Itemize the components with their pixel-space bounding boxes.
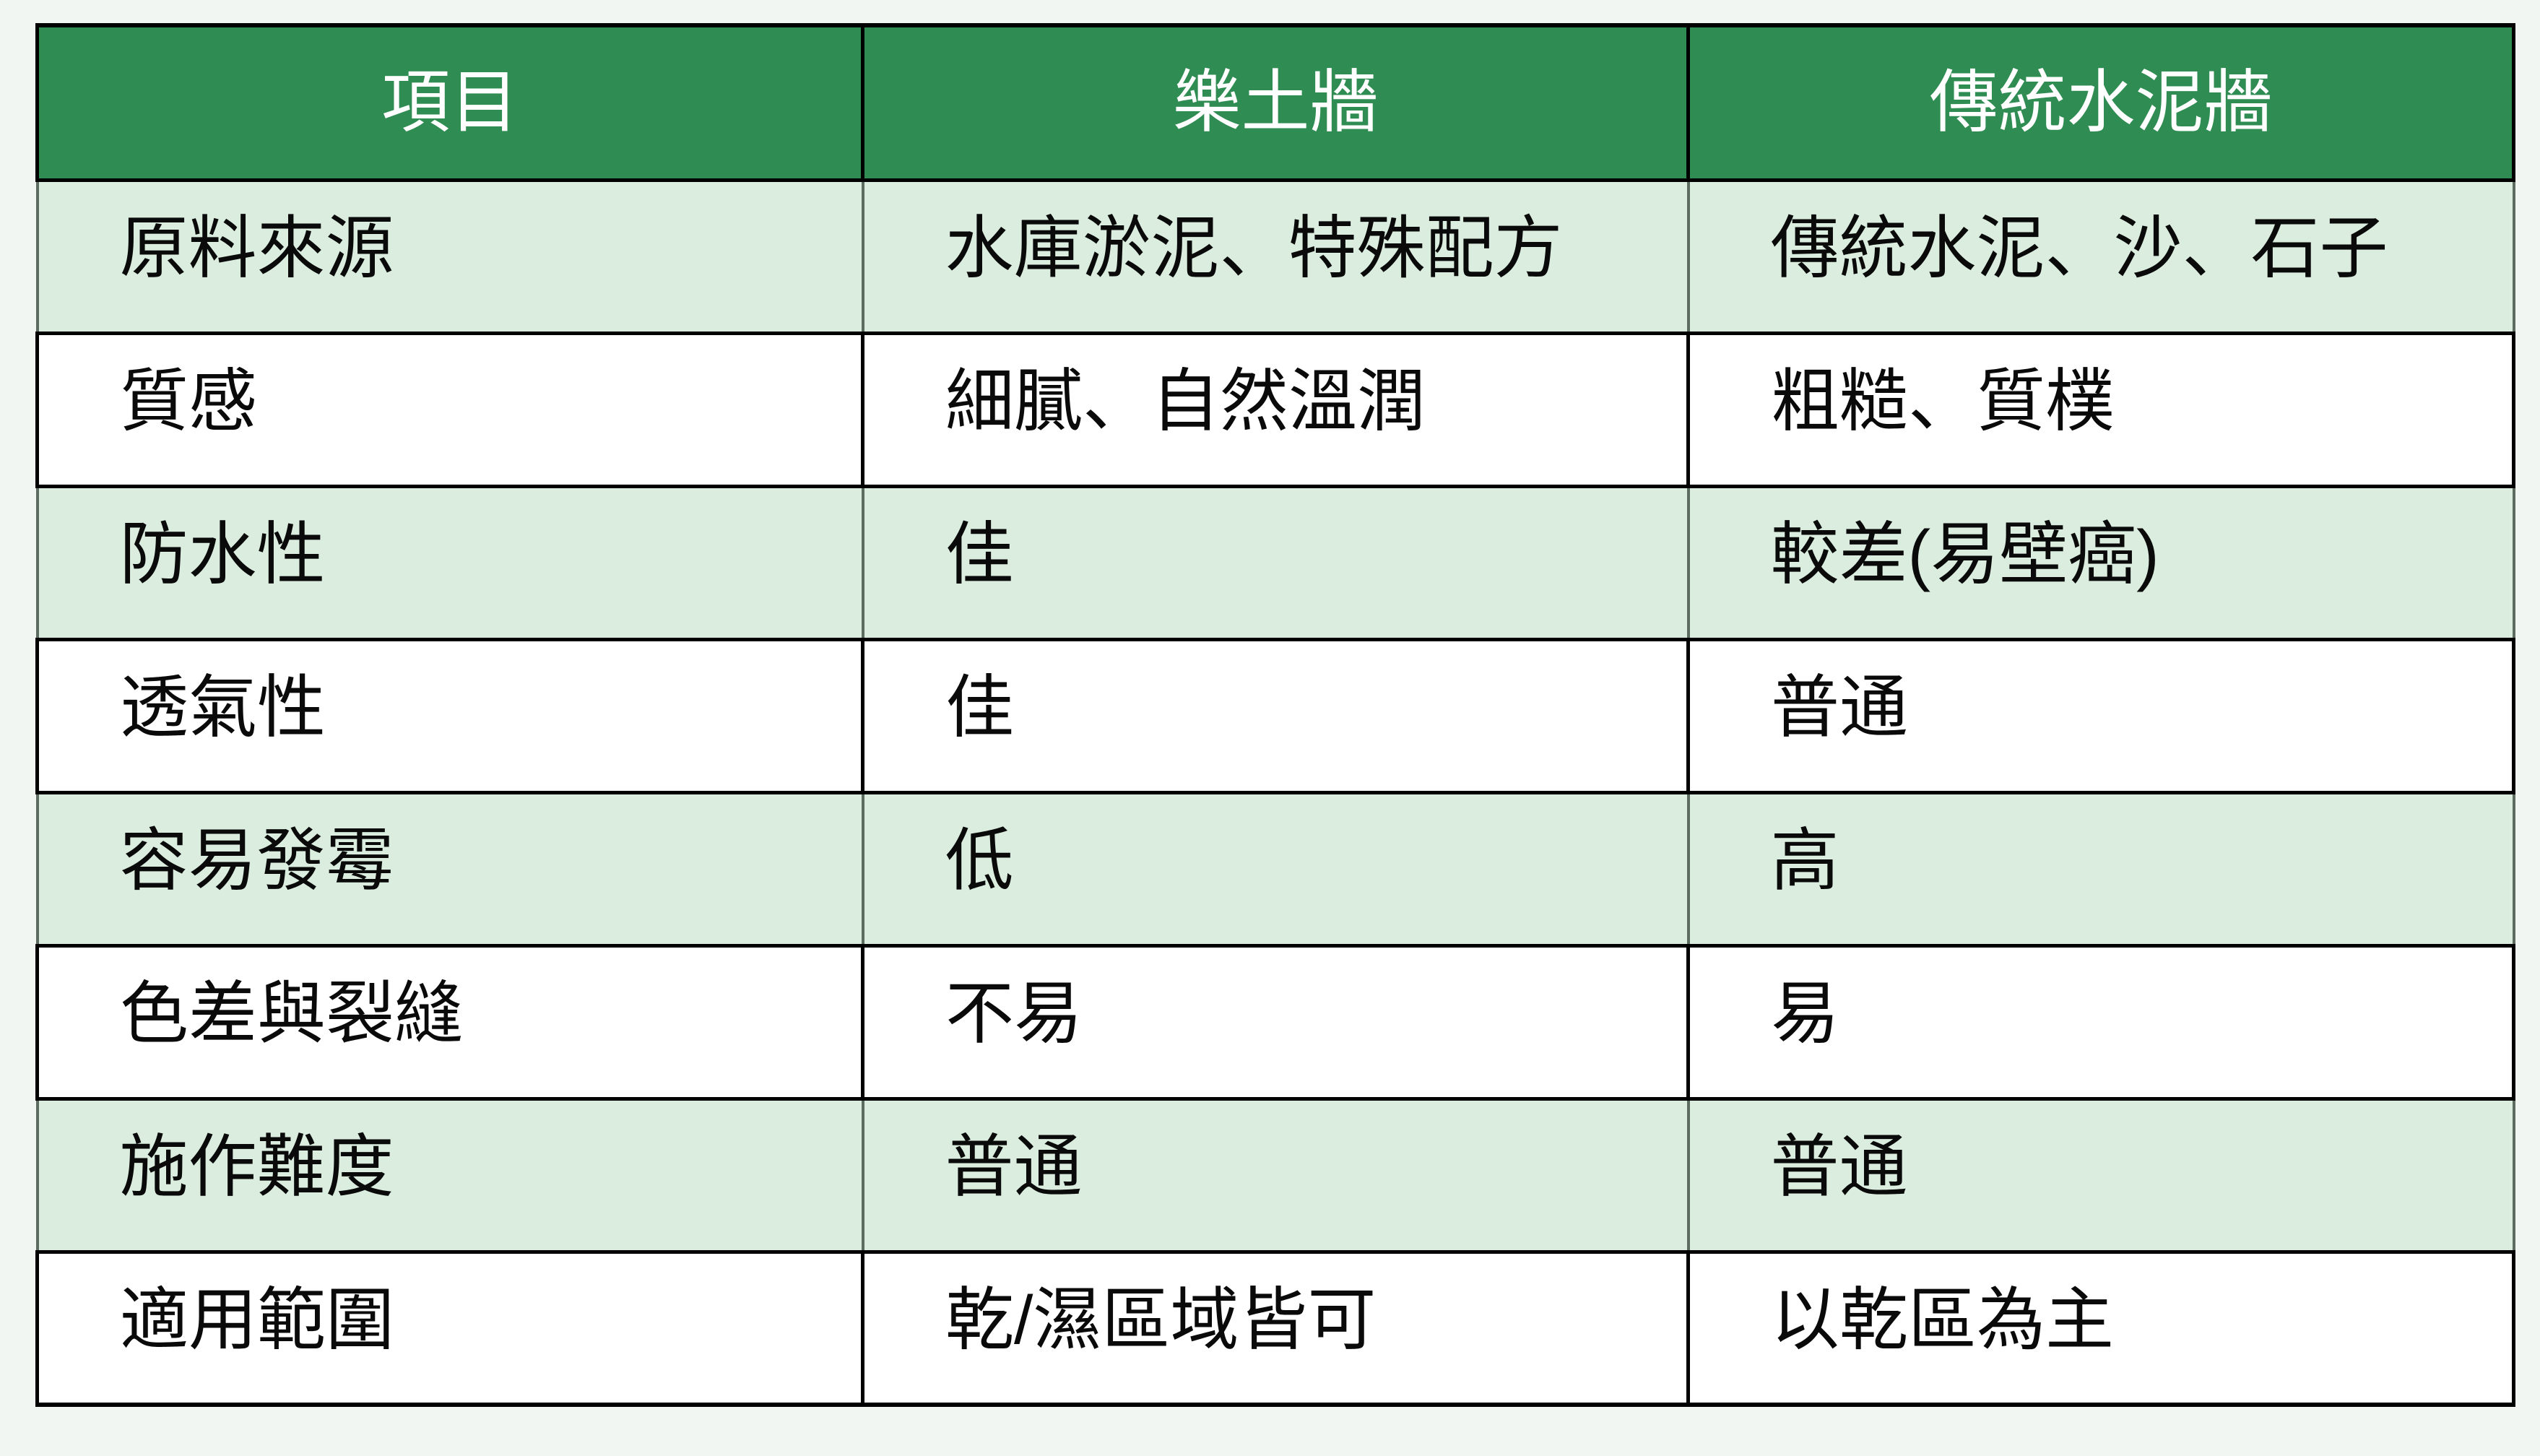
header-cell-letu-wall: 樂土牆 [861, 23, 1690, 182]
cell-cement-value: 較差(易壁癌) [1686, 484, 2515, 641]
table-row-construction-difficulty: 施作難度 普通 普通 [35, 1096, 2515, 1254]
row-label: 原料來源 [35, 178, 864, 335]
table-row-applicable-range: 適用範圍 乾/濕區域皆可 以乾區為主 [35, 1249, 2515, 1407]
table-row-texture: 質感 細膩、自然溫潤 粗糙、質樸 [35, 331, 2515, 488]
table-row-color-diff-cracks: 色差與裂縫 不易 易 [35, 943, 2515, 1101]
table-row-material-source: 原料來源 水庫淤泥、特殊配方 傳統水泥、沙、石子 [35, 178, 2515, 335]
row-label: 色差與裂縫 [35, 943, 864, 1101]
cell-letu-value: 佳 [861, 637, 1690, 794]
row-label: 適用範圍 [35, 1249, 864, 1407]
header-cell-item: 項目 [35, 23, 864, 182]
cell-cement-value: 普通 [1686, 1096, 2515, 1254]
cell-letu-value: 水庫淤泥、特殊配方 [861, 178, 1690, 335]
row-label: 施作難度 [35, 1096, 864, 1254]
cell-letu-value: 細膩、自然溫潤 [861, 331, 1690, 488]
cell-cement-value: 普通 [1686, 637, 2515, 794]
row-label: 質感 [35, 331, 864, 488]
cell-cement-value: 易 [1686, 943, 2515, 1101]
cell-letu-value: 佳 [861, 484, 1690, 641]
table-header-row: 項目 樂土牆 傳統水泥牆 [35, 23, 2515, 182]
row-label: 防水性 [35, 484, 864, 641]
cell-cement-value: 高 [1686, 790, 2515, 948]
header-cell-cement-wall: 傳統水泥牆 [1686, 23, 2515, 182]
cell-letu-value: 不易 [861, 943, 1690, 1101]
cell-cement-value: 粗糙、質樸 [1686, 331, 2515, 488]
cell-cement-value: 以乾區為主 [1686, 1249, 2515, 1407]
cell-letu-value: 低 [861, 790, 1690, 948]
row-label: 透氣性 [35, 637, 864, 794]
table-row-waterproof: 防水性 佳 較差(易壁癌) [35, 484, 2515, 641]
cell-cement-value: 傳統水泥、沙、石子 [1686, 178, 2515, 335]
table-row-breathability: 透氣性 佳 普通 [35, 637, 2515, 794]
table-row-mold-risk: 容易發霉 低 高 [35, 790, 2515, 948]
comparison-table: 項目 樂土牆 傳統水泥牆 原料來源 水庫淤泥、特殊配方 傳統水泥、沙、石子 質感… [35, 23, 2515, 1407]
row-label: 容易發霉 [35, 790, 864, 948]
cell-letu-value: 普通 [861, 1096, 1690, 1254]
cell-letu-value: 乾/濕區域皆可 [861, 1249, 1690, 1407]
